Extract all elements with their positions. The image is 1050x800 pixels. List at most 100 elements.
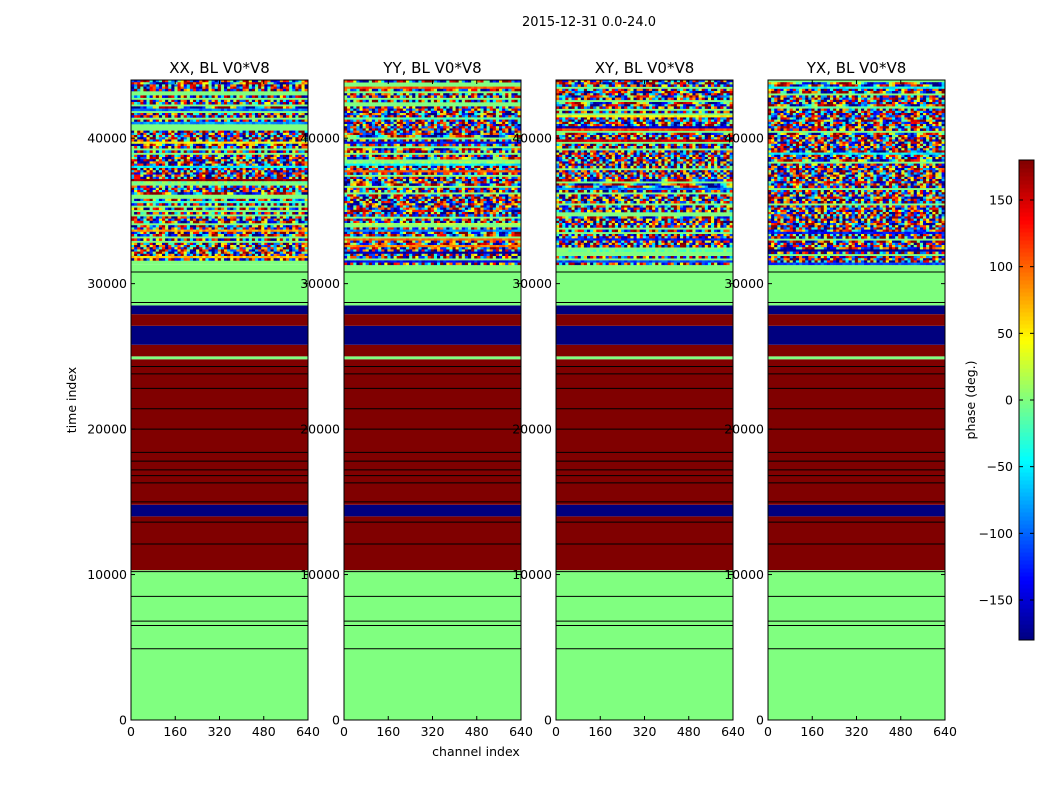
phase-band (131, 344, 308, 357)
x-tick-label: 480 (677, 724, 701, 739)
y-tick-label: 10000 (87, 567, 127, 582)
x-tick-label: 0 (552, 724, 560, 739)
phase-band (344, 356, 521, 360)
y-tick-label: 30000 (724, 276, 764, 291)
phase-band (131, 314, 308, 326)
phase-band (768, 504, 945, 517)
colorbar-tick-label: 50 (997, 326, 1013, 341)
colorbar-tick-label: 0 (1005, 393, 1013, 408)
x-tick-label: 480 (465, 724, 489, 739)
x-tick-label: 320 (421, 724, 445, 739)
phase-band (131, 504, 308, 517)
phase-band (768, 325, 945, 345)
panel-1: YY, BL V0*V8 0 160 320 480 640 0 10000 20000 3000… (300, 59, 533, 739)
phase-band (556, 264, 733, 306)
colorbar: 150 100 50 0 −50 −100 −150 (979, 159, 1035, 641)
phase-band (556, 344, 733, 357)
phase-band (556, 356, 733, 360)
x-axis-label: channel index (432, 744, 520, 759)
x-tick-label: 160 (588, 724, 612, 739)
phase-band (344, 516, 521, 571)
figure-suptitle: 2015-12-31 0.0-24.0 (522, 15, 656, 30)
phase-band (768, 264, 945, 306)
colorbar-tick-label: 100 (989, 259, 1013, 274)
phase-band (344, 359, 521, 505)
x-tick-label: 480 (889, 724, 913, 739)
phase-band (768, 305, 945, 315)
colorbar-label: phase (deg.) (963, 361, 978, 440)
x-tick-label: 640 (933, 724, 957, 739)
phase-band (344, 504, 521, 517)
colorbar-tick-label: −50 (987, 459, 1013, 474)
colorbar-tick-label: −150 (979, 593, 1013, 608)
phase-band (768, 344, 945, 357)
x-tick-label: 640 (721, 724, 745, 739)
phase-band (131, 264, 308, 306)
y-tick-label: 40000 (87, 131, 127, 146)
phase-band (344, 305, 521, 315)
phase-band (131, 305, 308, 315)
y-tick-label: 0 (119, 713, 127, 728)
panel-title: YY, BL V0*V8 (382, 59, 481, 77)
phase-band (131, 356, 308, 360)
colorbar-tick-label: −100 (979, 526, 1013, 541)
phase-band (556, 516, 733, 571)
panel-0: XX, BL V0*V8 0 160 320 480 640 0 10000 20000 3000… (87, 59, 320, 739)
x-tick-label: 640 (296, 724, 320, 739)
x-tick-label: 320 (633, 724, 657, 739)
y-tick-label: 30000 (87, 276, 127, 291)
phase-band (131, 570, 308, 720)
panel-title: YX, BL V0*V8 (806, 59, 907, 77)
y-tick-label: 40000 (724, 131, 764, 146)
noisy-phase-region (131, 80, 308, 265)
x-tick-label: 320 (845, 724, 869, 739)
y-tick-label: 20000 (724, 422, 764, 437)
panel-2: XY, BL V0*V8 0 160 320 480 640 0 10000 20000 3000… (512, 59, 745, 739)
phase-band (768, 516, 945, 571)
panel-title: XY, BL V0*V8 (595, 59, 695, 77)
y-tick-label: 0 (756, 713, 764, 728)
heatmap-panels: XX, BL V0*V8 0 160 320 480 640 0 10000 20000 3000… (87, 59, 957, 739)
phase-band (556, 359, 733, 505)
panel-3: YX, BL V0*V8 0 160 320 480 640 0 10000 20000 3000… (724, 59, 957, 739)
x-tick-label: 0 (340, 724, 348, 739)
phase-band (131, 359, 308, 505)
x-tick-label: 320 (208, 724, 232, 739)
phase-band (556, 305, 733, 315)
phase-band (768, 570, 945, 720)
x-tick-label: 0 (127, 724, 135, 739)
panel-title: XX, BL V0*V8 (169, 59, 270, 77)
phase-band (344, 325, 521, 345)
y-tick-label: 30000 (512, 276, 552, 291)
phase-band (344, 344, 521, 357)
y-tick-label: 10000 (300, 567, 340, 582)
phase-band (768, 314, 945, 326)
y-tick-label: 0 (544, 713, 552, 728)
y-tick-label: 40000 (512, 131, 552, 146)
x-tick-label: 640 (509, 724, 533, 739)
noisy-phase-region (344, 80, 521, 266)
phase-band (556, 325, 733, 345)
phase-band (556, 570, 733, 720)
y-tick-label: 0 (332, 713, 340, 728)
y-tick-label: 20000 (300, 422, 340, 437)
x-tick-label: 480 (252, 724, 276, 739)
phase-band (556, 504, 733, 517)
y-tick-label: 20000 (87, 422, 127, 437)
phase-band (556, 314, 733, 326)
y-tick-label: 10000 (512, 567, 552, 582)
y-axis-label: time index (64, 367, 79, 433)
colorbar-tick-label: 150 (989, 193, 1013, 208)
x-tick-label: 0 (764, 724, 772, 739)
x-tick-label: 160 (800, 724, 824, 739)
x-tick-label: 160 (163, 724, 187, 739)
phase-band (344, 570, 521, 720)
phase-band (768, 356, 945, 360)
phase-band (344, 264, 521, 306)
noisy-phase-region (556, 80, 733, 266)
phase-band (344, 314, 521, 326)
y-tick-label: 20000 (512, 422, 552, 437)
y-tick-label: 40000 (300, 131, 340, 146)
phase-band (131, 325, 308, 345)
